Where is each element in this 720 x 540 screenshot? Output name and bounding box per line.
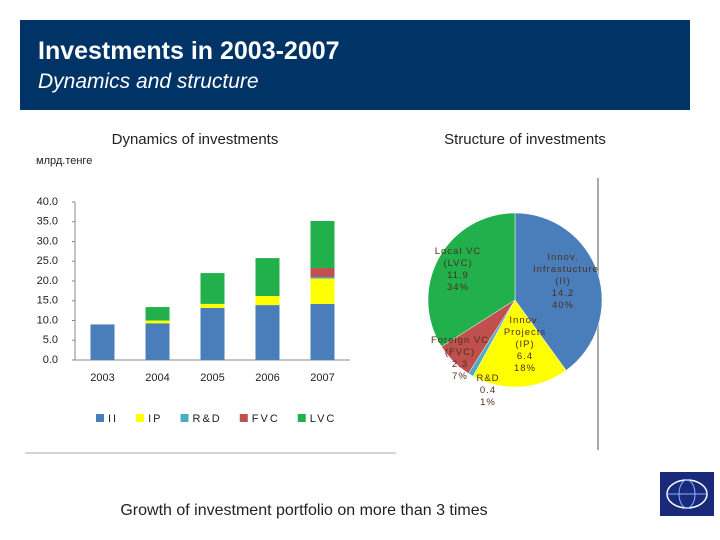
y-tick-label: 5.0 xyxy=(43,334,58,346)
logo xyxy=(660,472,714,516)
bar-segment xyxy=(255,296,280,306)
y-tick-label: 25.0 xyxy=(37,255,58,267)
bar-segment xyxy=(310,303,335,360)
slice-name: Foreign VC (FVC) xyxy=(430,335,490,358)
slice-percent: 34% xyxy=(446,282,469,293)
title: Investments in 2003-2007 xyxy=(38,37,340,65)
slice-label: R&D 0.4 1% xyxy=(473,373,503,409)
pie-slice xyxy=(472,299,567,388)
bar-segment xyxy=(310,277,335,279)
slice-label: Foreign VC (FVC) 2.3 7% xyxy=(430,335,490,383)
slice-label: Innov. Infrastucture (II) 14.2 40% xyxy=(533,252,599,312)
legend-label: IP xyxy=(148,413,162,425)
x-tick-label: 2005 xyxy=(200,372,224,384)
legend-swatch xyxy=(239,414,248,422)
chart-title: Structure of investments xyxy=(444,131,606,148)
bar-segment xyxy=(145,307,170,321)
slice-percent: 7% xyxy=(452,371,468,382)
bar-segment xyxy=(310,267,335,278)
pie-slice xyxy=(514,212,603,371)
bar-segment xyxy=(145,320,170,324)
bar-segment xyxy=(90,324,115,360)
legend-label: FVC xyxy=(252,413,280,425)
slice-percent: 18% xyxy=(513,363,536,374)
y-tick-label: 15.0 xyxy=(37,295,58,307)
x-tick-label: 2006 xyxy=(255,372,279,384)
bar-segment xyxy=(200,273,225,304)
y-tick-label: 20.0 xyxy=(37,275,58,287)
slice-amount: 11.9 xyxy=(447,270,469,281)
slice-label: Local VC (LVC) 11.9 34% xyxy=(428,246,488,294)
bar-segment xyxy=(200,303,225,308)
header: Investments in 2003-2007 Dynamics and st… xyxy=(20,20,690,110)
y-tick-label: 30.0 xyxy=(37,235,58,247)
y-tick-label: 10.0 xyxy=(37,314,58,326)
y-tick-label: 0.0 xyxy=(43,354,58,366)
slice-amount: 2.3 xyxy=(451,359,469,370)
legend-label: II xyxy=(108,413,118,425)
slice-label: Innov. Projects (IP) 6.4 18% xyxy=(500,315,550,375)
y-axis-label: млрд.тенге xyxy=(36,155,92,167)
slice-percent: 1% xyxy=(480,397,496,408)
footer: Growth of investment portfolio on more t… xyxy=(120,502,487,519)
x-tick-label: 2003 xyxy=(90,372,114,384)
slice-amount: 14.2 xyxy=(551,288,575,299)
legend-swatch xyxy=(96,414,104,422)
slice-name: Innov. Infrastucture (II) xyxy=(533,252,599,287)
slice-name: R&D xyxy=(476,373,500,384)
legend-label: R&D xyxy=(193,413,222,425)
legend-swatch xyxy=(136,414,145,422)
slice-name: Innov. Projects (IP) xyxy=(503,315,547,350)
slice-percent: 40% xyxy=(551,300,574,311)
legend-swatch xyxy=(180,414,189,422)
legend-label: LVC xyxy=(310,413,337,425)
subtitle: Dynamics and structure xyxy=(38,70,259,93)
bar-segment xyxy=(310,278,335,304)
slice-amount: 6.4 xyxy=(516,351,534,362)
pie-slice xyxy=(427,212,516,347)
slice-amount: 0.4 xyxy=(479,385,497,396)
y-tick-label: 40.0 xyxy=(37,196,58,208)
bar-segment xyxy=(145,323,170,360)
x-tick-label: 2007 xyxy=(310,372,334,384)
slice-name: Local VC (LVC) xyxy=(434,246,482,269)
y-tick-label: 35.0 xyxy=(37,216,58,228)
bar-segment xyxy=(200,307,225,360)
bar-segment xyxy=(310,220,335,268)
bar-segment xyxy=(255,305,280,360)
chart-title: Dynamics of investments xyxy=(112,131,279,148)
x-tick-label: 2004 xyxy=(145,372,169,384)
legend-swatch xyxy=(297,414,306,422)
bar-segment xyxy=(255,258,280,297)
